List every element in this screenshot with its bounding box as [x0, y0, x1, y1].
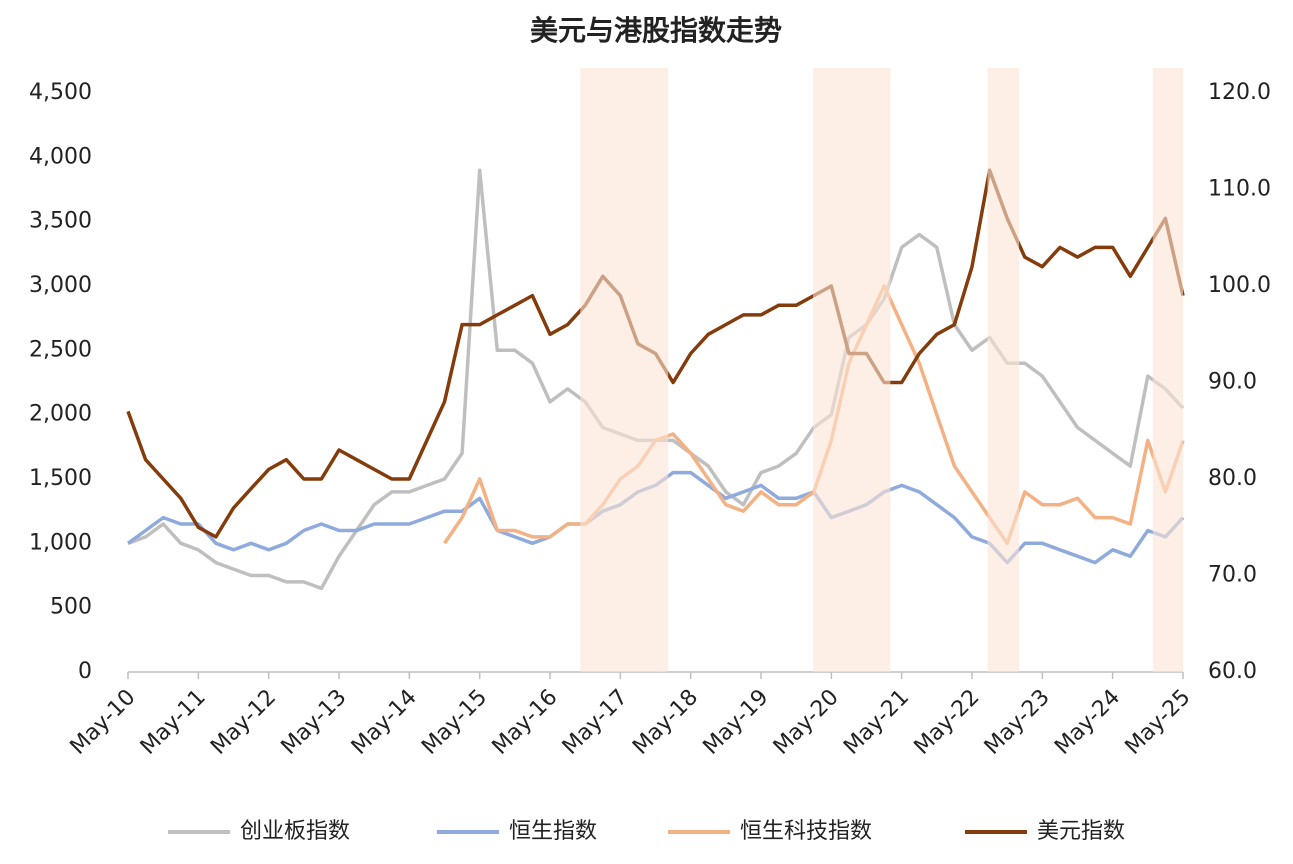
y-tick-label: 2,000	[29, 402, 92, 427]
x-tick-label: May-14	[347, 685, 422, 760]
x-tick-label: May-22	[910, 685, 985, 760]
y-tick-label: 0	[78, 659, 92, 684]
y2-tick-label: 90.0	[1208, 370, 1257, 395]
x-tick-label: May-24	[1050, 685, 1125, 760]
x-tick-label: May-16	[488, 685, 563, 760]
x-tick-label: May-11	[136, 685, 211, 760]
shaded-region	[1152, 68, 1183, 672]
y-tick-label: 4,500	[29, 80, 92, 105]
legend-label: 恒生指数	[509, 819, 597, 844]
legend-label: 恒生科技指数	[740, 819, 872, 844]
y2-tick-label: 120.0	[1208, 80, 1271, 105]
y2-tick-label: 110.0	[1208, 177, 1271, 202]
x-tick-label: May-25	[1121, 685, 1196, 760]
x-tick-label: May-15	[417, 685, 492, 760]
chart-title: 美元与港股指数走势	[530, 14, 782, 47]
y2-tick-label: 70.0	[1208, 563, 1257, 588]
y-tick-label: 2,500	[29, 337, 92, 362]
x-tick-label: May-21	[839, 685, 914, 760]
y-tick-label: 1,500	[29, 466, 92, 491]
y2-tick-label: 100.0	[1208, 273, 1271, 298]
x-tick-label: May-19	[699, 685, 774, 760]
y-tick-label: 500	[50, 595, 92, 620]
legend-label: 美元指数	[1037, 819, 1125, 844]
shaded-region	[580, 68, 669, 672]
x-tick-label: May-23	[980, 685, 1055, 760]
y2-tick-label: 60.0	[1208, 659, 1257, 684]
x-tick-label: May-18	[628, 685, 703, 760]
x-tick-label: May-20	[769, 685, 844, 760]
x-tick-label: May-12	[206, 685, 281, 760]
y-tick-label: 4,000	[29, 144, 92, 169]
y2-tick-label: 80.0	[1208, 466, 1257, 491]
y-tick-label: 1,000	[29, 530, 92, 555]
x-tick-label: May-13	[277, 685, 352, 760]
y-tick-label: 3,000	[29, 273, 92, 298]
legend-label: 创业板指数	[240, 819, 350, 844]
y-tick-label: 3,500	[29, 209, 92, 234]
shaded-region	[987, 68, 1020, 672]
x-tick-label: May-17	[558, 685, 633, 760]
shaded-region	[813, 68, 891, 672]
x-tick-label: May-10	[66, 685, 141, 760]
